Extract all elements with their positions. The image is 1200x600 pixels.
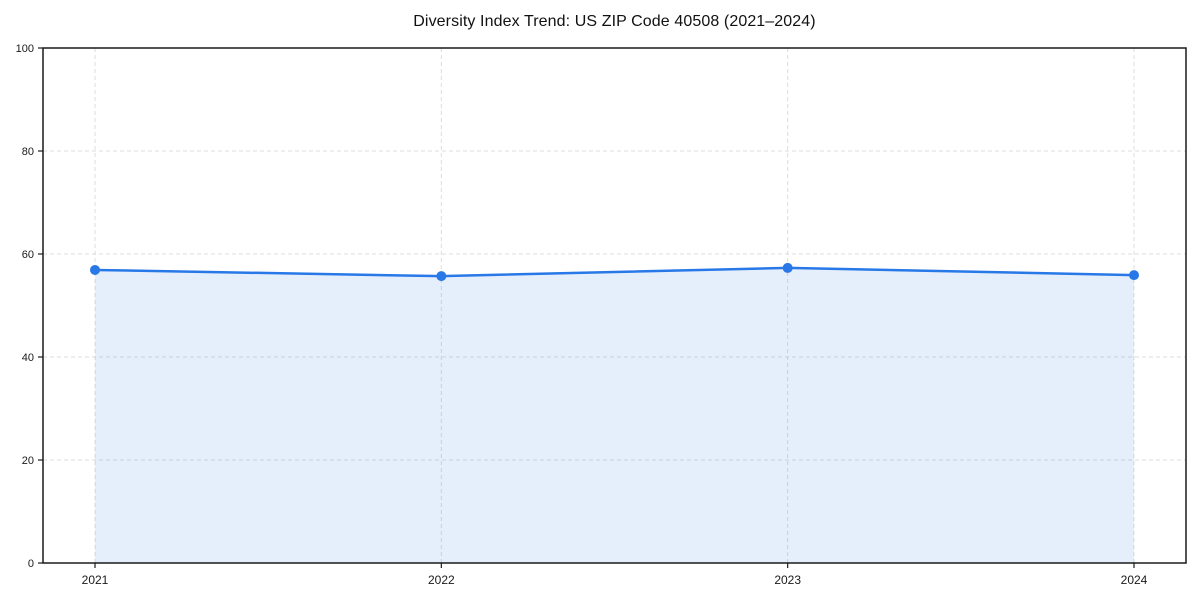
chart-title: Diversity Index Trend: US ZIP Code 40508… (413, 13, 816, 30)
trend-line (93, 266, 1136, 278)
y-tick-label: 100 (16, 43, 34, 55)
y-tick-label: 80 (22, 146, 34, 158)
data-point-marker (782, 262, 793, 273)
data-point-marker (90, 264, 100, 275)
x-tick-label: 2024 (1121, 573, 1148, 587)
x-tick-label: 2021 (82, 573, 109, 587)
data-point-marker (436, 271, 447, 282)
data-point-marker (1129, 270, 1139, 281)
x-tick-label: 2023 (774, 573, 801, 587)
y-tick-label: 40 (22, 352, 34, 364)
y-tick-label: 60 (22, 249, 34, 261)
plot-frame (42, 47, 1187, 564)
x-tick-label: 2022 (428, 573, 455, 587)
area-fill (95, 267, 1134, 563)
y-tick-label: 20 (22, 455, 34, 467)
y-tick-label: 0 (28, 558, 34, 570)
